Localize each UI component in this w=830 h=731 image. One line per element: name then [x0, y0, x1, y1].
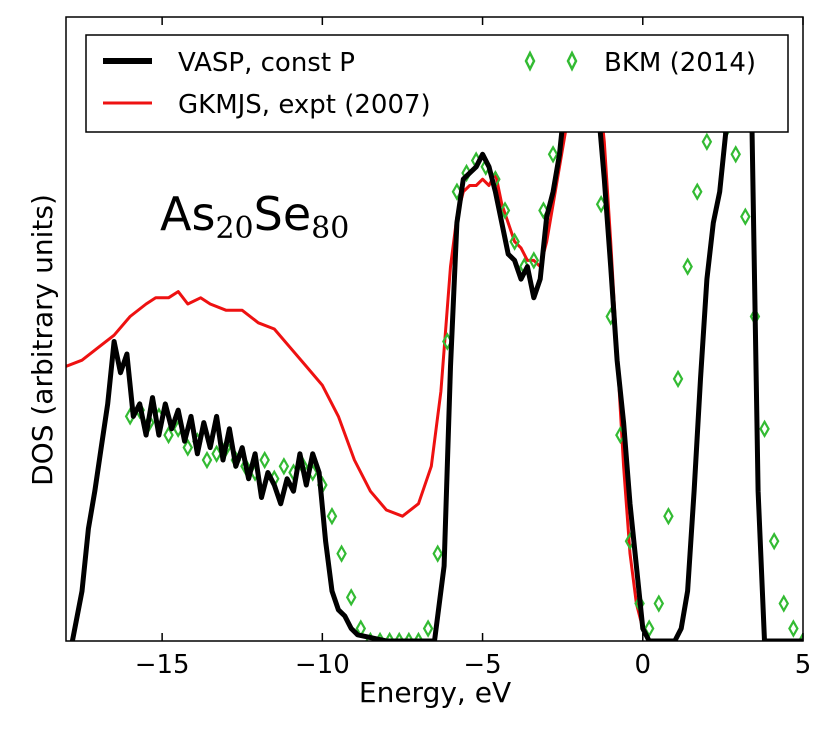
bkm-data-point [163, 425, 174, 445]
bkm-data-point [653, 594, 665, 613]
legend-swatch-bkm-2 [566, 50, 578, 72]
legend-label-gkmjs: GKMJS, expt (2007) [178, 90, 431, 120]
bkm-data-point [672, 369, 684, 389]
annotation-se: Se [254, 187, 312, 241]
bkm-data-point [663, 506, 674, 526]
annotation-as: As [160, 187, 215, 241]
legend-label-vasp: VASP, const P [178, 48, 355, 78]
bkm-data-point [740, 207, 751, 226]
bkm-data-point [730, 145, 741, 164]
annotation-sub-80: 80 [311, 211, 349, 246]
bkm-data-point [326, 506, 338, 526]
bkm-data-point [547, 145, 559, 164]
x-tick-label: 5 [795, 650, 812, 680]
bkm-data-point [701, 132, 713, 152]
bkm-data-point [788, 619, 799, 638]
legend-swatch-bkm-1 [524, 50, 536, 72]
bkm-data-point [768, 531, 780, 551]
bkm-data-point [499, 201, 511, 220]
y-axis-label: DOS (arbitrary units) [26, 194, 59, 486]
bkm-data-point [509, 232, 520, 251]
bkm-data-point [528, 251, 540, 270]
bkm-data-point [278, 457, 290, 476]
legend: VASP, const P GKMJS, expt (2007) BKM (20… [85, 34, 789, 133]
x-axis-label: Energy, eV [359, 676, 511, 709]
bkm-data-point [201, 450, 213, 470]
series-line-vasp [69, 58, 803, 641]
bkm-data-point [422, 619, 434, 638]
bkm-data-point [759, 419, 770, 439]
bkm-data-point [336, 544, 347, 563]
legend-label-bkm: BKM (2014) [604, 48, 756, 78]
bkm-data-point [432, 544, 443, 563]
bkm-data-point [345, 588, 357, 607]
bkm-data-point [538, 201, 549, 220]
x-tick-label: −10 [295, 650, 350, 680]
bkm-data-point [259, 450, 270, 470]
annotation-sub-20: 20 [215, 211, 253, 246]
bkm-data-point [682, 257, 693, 276]
composition-annotation: As20Se80 [160, 187, 349, 246]
x-tick-label: 0 [635, 650, 652, 680]
x-tick-label: −15 [135, 650, 190, 680]
bkm-data-point [778, 594, 790, 613]
plot-frame [65, 16, 804, 642]
bkm-data-point [691, 182, 703, 201]
legend-box [85, 34, 789, 133]
bkm-data-point [182, 438, 194, 457]
x-tick-label: −5 [463, 650, 501, 680]
